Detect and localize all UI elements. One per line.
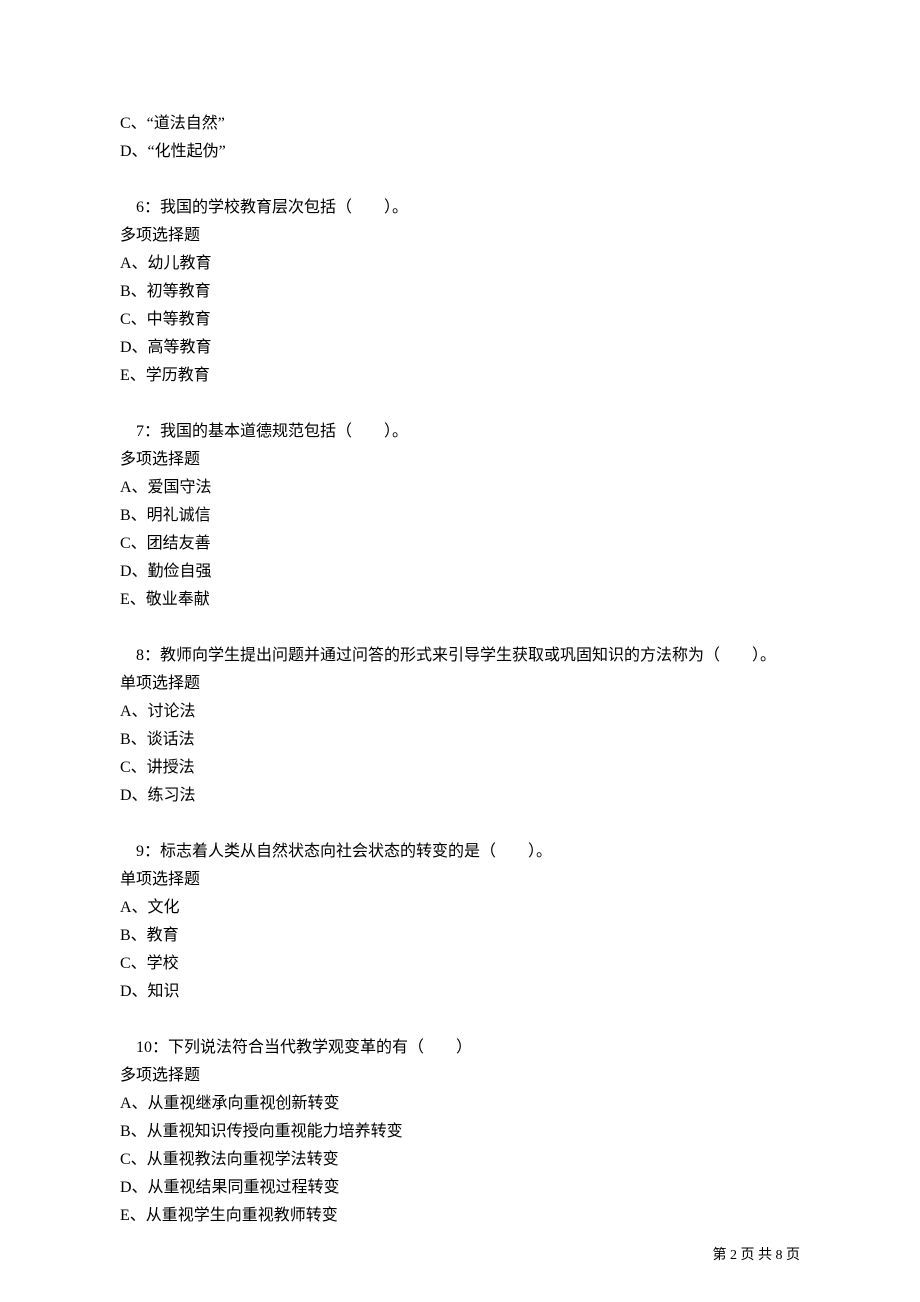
question-stem: 6：我国的学校教育层次包括（ ）。 — [120, 194, 800, 222]
question-10: 10：下列说法符合当代教学观变革的有（ ） 多项选择题 A、从重视继承向重视创新… — [120, 1034, 800, 1230]
option-text: E、敬业奉献 — [120, 586, 800, 614]
option-text: C、学校 — [120, 950, 800, 978]
question-stem: 9：标志着人类从自然状态向社会状态的转变的是（ ）。 — [120, 838, 800, 866]
option-text: A、爱国守法 — [120, 474, 800, 502]
option-text: C、从重视教法向重视学法转变 — [120, 1146, 800, 1174]
question-type: 单项选择题 — [120, 670, 800, 698]
question-type: 多项选择题 — [120, 1062, 800, 1090]
question-7: 7：我国的基本道德规范包括（ ）。 多项选择题 A、爱国守法 B、明礼诚信 C、… — [120, 418, 800, 614]
option-text: C、团结友善 — [120, 530, 800, 558]
question-6: 6：我国的学校教育层次包括（ ）。 多项选择题 A、幼儿教育 B、初等教育 C、… — [120, 194, 800, 390]
question-8: 8：教师向学生提出问题并通过问答的形式来引导学生获取或巩固知识的方法称为（ ）。… — [120, 642, 800, 810]
orphan-options-block: C、“道法自然” D、“化性起伪” — [120, 110, 800, 166]
option-text: A、讨论法 — [120, 698, 800, 726]
option-text: D、勤俭自强 — [120, 558, 800, 586]
option-text: D、知识 — [120, 978, 800, 1006]
option-text: D、从重视结果同重视过程转变 — [120, 1174, 800, 1202]
option-text: C、中等教育 — [120, 306, 800, 334]
option-text: E、从重视学生向重视教师转变 — [120, 1202, 800, 1230]
question-type: 单项选择题 — [120, 866, 800, 894]
option-text: D、高等教育 — [120, 334, 800, 362]
question-type: 多项选择题 — [120, 446, 800, 474]
option-text: B、明礼诚信 — [120, 502, 800, 530]
option-text: A、从重视继承向重视创新转变 — [120, 1090, 800, 1118]
question-type: 多项选择题 — [120, 222, 800, 250]
option-text: E、学历教育 — [120, 362, 800, 390]
option-text: B、初等教育 — [120, 278, 800, 306]
question-stem: 7：我国的基本道德规范包括（ ）。 — [120, 418, 800, 446]
option-text: D、“化性起伪” — [120, 138, 800, 166]
option-text: C、讲授法 — [120, 754, 800, 782]
option-text: B、教育 — [120, 922, 800, 950]
question-stem: 10：下列说法符合当代教学观变革的有（ ） — [120, 1034, 800, 1062]
option-text: B、谈话法 — [120, 726, 800, 754]
page-content: C、“道法自然” D、“化性起伪” 6：我国的学校教育层次包括（ ）。 多项选择… — [0, 0, 920, 1230]
option-text: B、从重视知识传授向重视能力培养转变 — [120, 1118, 800, 1146]
page-footer: 第 2 页 共 8 页 — [713, 1244, 801, 1264]
question-9: 9：标志着人类从自然状态向社会状态的转变的是（ ）。 单项选择题 A、文化 B、… — [120, 838, 800, 1006]
option-text: C、“道法自然” — [120, 110, 800, 138]
question-stem: 8：教师向学生提出问题并通过问答的形式来引导学生获取或巩固知识的方法称为（ ）。 — [120, 642, 800, 670]
option-text: A、文化 — [120, 894, 800, 922]
option-text: A、幼儿教育 — [120, 250, 800, 278]
option-text: D、练习法 — [120, 782, 800, 810]
